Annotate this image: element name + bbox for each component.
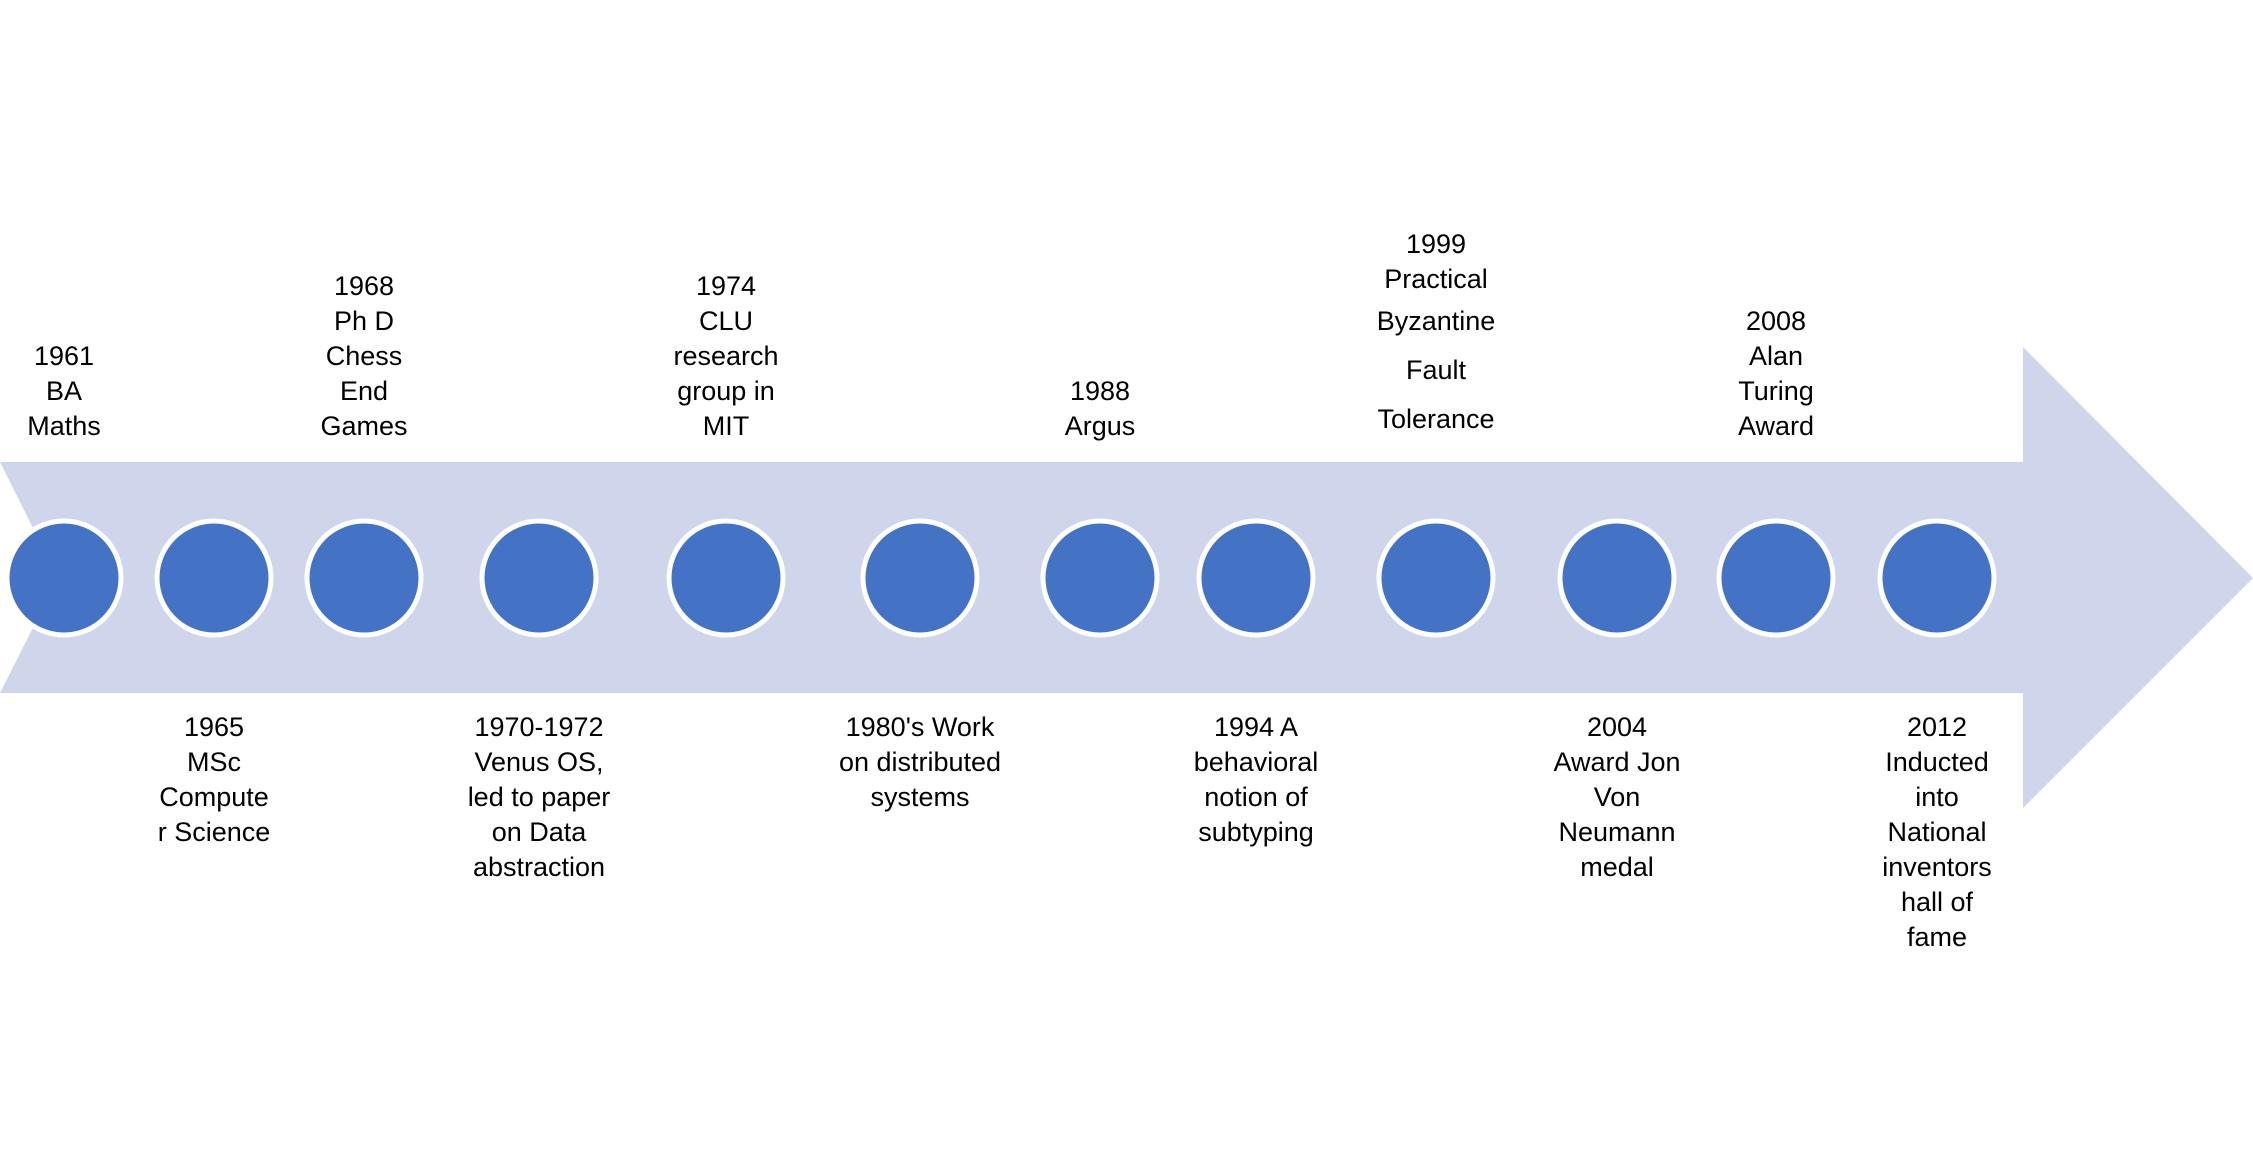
event-label-line: Inducted <box>1885 747 1989 777</box>
event-label-line: Compute <box>159 782 269 812</box>
timeline-marker-e1980 <box>860 518 980 638</box>
event-label-line: on distributed <box>838 747 1002 777</box>
event-label-line: Games <box>320 411 408 441</box>
event-label-line: MIT <box>702 411 750 441</box>
event-label-e2012: 2012 Inducted into National inventors hall of… <box>1852 710 2022 955</box>
event-label-e1961: 1961 BA Maths <box>0 339 149 444</box>
timeline-marker-e1994 <box>1196 518 1316 638</box>
event-label-line: fame <box>1906 922 1968 952</box>
event-label-line: 2008 <box>1745 306 1807 336</box>
event-label-line: inventors <box>1882 852 1992 882</box>
event-label-line: Tolerance <box>1377 404 1495 434</box>
timeline-markers <box>4 518 1997 638</box>
event-label-e2004: 2004 Award Jon Von Neumann medal <box>1532 710 1702 885</box>
event-label-e1980: 1980's Work on distributed systems <box>835 710 1005 815</box>
timeline-marker-e1999 <box>1376 518 1496 638</box>
event-label-line: Venus OS, <box>474 747 604 777</box>
event-label-line: Turing <box>1738 376 1814 406</box>
timeline-marker-e1970 <box>479 518 599 638</box>
event-label-line: behavioral <box>1193 747 1319 777</box>
event-label-line: hall of <box>1900 887 1974 917</box>
event-label-line: 1970-1972 <box>474 712 604 742</box>
timeline-marker-e1968 <box>304 518 424 638</box>
event-label-e1988: 1988 Argus <box>1015 374 1185 444</box>
event-label-line: medal <box>1580 852 1654 882</box>
event-label-line: led to paper <box>467 782 611 812</box>
event-label-line: 2012 <box>1906 712 1968 742</box>
event-label-line: Chess <box>325 341 403 371</box>
event-label-line: MSc <box>187 747 241 777</box>
event-label-line: systems <box>870 782 970 812</box>
event-label-line: Practical <box>1384 264 1488 294</box>
timeline-marker-e2008 <box>1716 518 1836 638</box>
event-label-line: Alan <box>1748 341 1804 371</box>
event-label-e1974: 1974 CLU research group in MIT <box>641 269 811 444</box>
event-label-line: End <box>339 376 389 406</box>
event-label-line: on Data <box>491 817 587 847</box>
event-label-line: 1965 <box>183 712 245 742</box>
event-label-line: notion of <box>1204 782 1308 812</box>
event-label-line: 1980's Work <box>845 712 995 742</box>
event-label-line: Maths <box>27 411 101 441</box>
event-label-e2008: 2008 Alan Turing Award <box>1691 304 1861 444</box>
event-label-line: abstraction <box>472 852 606 882</box>
event-label-line: 1974 <box>695 271 757 301</box>
event-label-line: 1988 <box>1069 376 1131 406</box>
event-label-e1970: 1970-1972 Venus OS, led to paper on Data abs… <box>454 710 624 885</box>
event-label-line: Award Jon <box>1553 747 1681 777</box>
event-label-line: Von <box>1593 782 1641 812</box>
event-label-line: research <box>673 341 779 371</box>
event-label-line: subtyping <box>1198 817 1314 847</box>
event-label-line: group in <box>677 376 775 406</box>
event-label-line: 1968 <box>333 271 395 301</box>
event-label-line: Byzantine <box>1376 306 1496 336</box>
event-label-line: r Science <box>157 817 271 847</box>
event-label-line: Ph D <box>333 306 395 336</box>
event-label-line: BA <box>45 376 83 406</box>
event-label-line: into <box>1915 782 1959 812</box>
timeline-marker-e1988 <box>1040 518 1160 638</box>
timeline-marker-e2004 <box>1557 518 1677 638</box>
event-label-e1965: 1965 MSc Compute r Science <box>129 710 299 850</box>
timeline-marker-e1961 <box>4 518 124 638</box>
timeline-marker-e1965 <box>154 518 274 638</box>
event-label-e1968: 1968 Ph D Chess End Games <box>279 269 449 444</box>
event-label-line: Award <box>1737 411 1815 441</box>
event-label-line: 1961 <box>33 341 95 371</box>
event-label-line: Fault <box>1405 355 1467 385</box>
event-label-e1999: 1999 Practical Byzantine Fault Tolerance <box>1351 227 1521 444</box>
event-label-line: 1999 <box>1405 229 1467 259</box>
event-label-line: 2004 <box>1586 712 1648 742</box>
event-label-line: National <box>1887 817 1987 847</box>
event-label-line: Neumann <box>1558 817 1676 847</box>
event-label-line: Argus <box>1064 411 1136 441</box>
event-label-e1994: 1994 A behavioral notion of subtyping <box>1171 710 1341 850</box>
timeline-marker-e1974 <box>666 518 786 638</box>
event-label-line: 1994 A <box>1213 712 1299 742</box>
timeline-marker-e2012 <box>1877 518 1997 638</box>
event-label-line: CLU <box>698 306 753 336</box>
